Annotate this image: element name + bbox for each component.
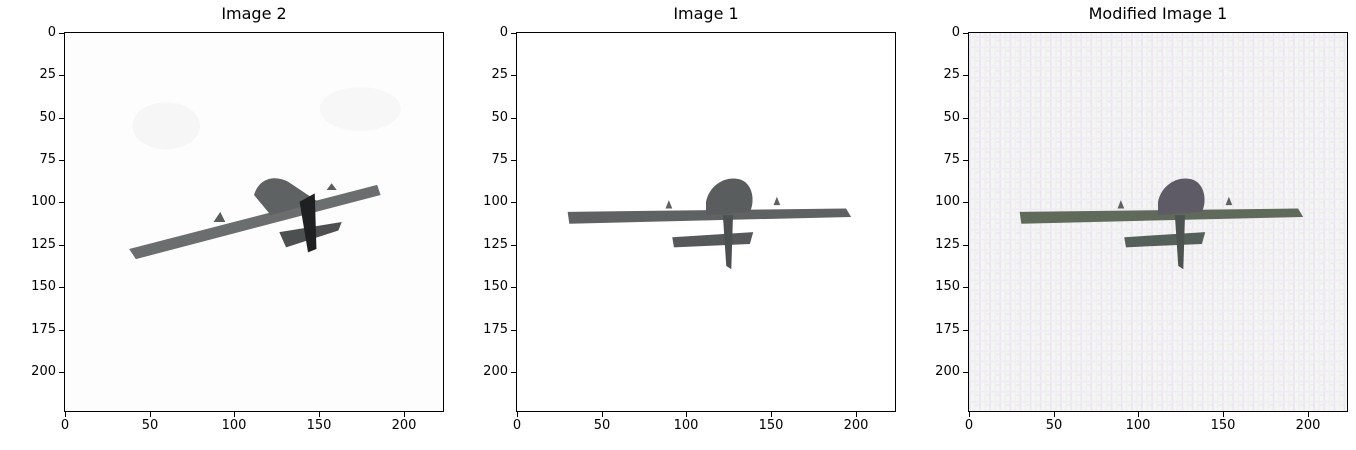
- y-tick: [511, 245, 516, 246]
- y-tick-label: 50: [39, 110, 56, 125]
- y-tick-label: 0: [499, 25, 508, 40]
- x-tick-label: 50: [141, 418, 159, 433]
- x-tick: [234, 412, 235, 417]
- y-tick: [511, 118, 516, 119]
- panel-modified-image-1: Modified Image 1 0 25 50: [906, 0, 1356, 450]
- y-tick-label: 175: [935, 322, 960, 337]
- y-tick-label: 25: [39, 67, 56, 82]
- image-axes: [516, 32, 896, 412]
- y-tick-label: 175: [483, 322, 508, 337]
- x-tick: [771, 412, 772, 417]
- x-tick: [319, 412, 320, 417]
- x-tick: [517, 412, 518, 417]
- x-tick: [1054, 412, 1055, 417]
- y-tick: [963, 287, 968, 288]
- x-tick-label: 50: [1045, 418, 1063, 433]
- y-tick-label: 150: [483, 279, 508, 294]
- x-tick: [65, 412, 66, 417]
- y-tick: [59, 330, 64, 331]
- y-tick: [59, 372, 64, 373]
- x-tick-label: 200: [843, 418, 869, 433]
- image-axes: [64, 32, 444, 412]
- y-tick-label: 125: [31, 237, 56, 252]
- y-tick: [511, 287, 516, 288]
- y-tick: [59, 160, 64, 161]
- y-tick-label: 100: [483, 194, 508, 209]
- x-tick: [969, 412, 970, 417]
- y-tick-label: 100: [935, 194, 960, 209]
- y-tick: [511, 202, 516, 203]
- x-tick: [602, 412, 603, 417]
- y-tick-label: 200: [31, 364, 56, 379]
- y-tick-label: 100: [31, 194, 56, 209]
- y-tick: [511, 330, 516, 331]
- y-tick-label: 0: [951, 25, 960, 40]
- panel-title: Modified Image 1: [1088, 4, 1228, 23]
- y-tick-label: 75: [943, 152, 960, 167]
- x-tick: [1138, 412, 1139, 417]
- x-tick-label: 100: [673, 418, 699, 433]
- y-tick: [963, 160, 968, 161]
- x-tick: [150, 412, 151, 417]
- y-tick: [59, 75, 64, 76]
- y-tick: [963, 118, 968, 119]
- x-tick-label: 150: [306, 418, 332, 433]
- airplane-rotated-image: [65, 33, 443, 411]
- y-tick-label: 25: [491, 67, 508, 82]
- x-tick-label: 150: [1210, 418, 1236, 433]
- y-tick: [59, 202, 64, 203]
- panel-title: Image 1: [673, 4, 739, 23]
- x-tick-label: 200: [1295, 418, 1321, 433]
- x-tick: [686, 412, 687, 417]
- x-tick-label: 50: [593, 418, 611, 433]
- y-tick: [963, 33, 968, 34]
- x-tick: [1223, 412, 1224, 417]
- x-tick-label: 150: [758, 418, 784, 433]
- y-tick-label: 175: [31, 322, 56, 337]
- x-tick-label: 0: [60, 418, 70, 433]
- y-tick-label: 125: [935, 237, 960, 252]
- y-tick-label: 150: [935, 279, 960, 294]
- airplane-level-image: [517, 33, 895, 411]
- y-tick: [59, 33, 64, 34]
- y-tick: [59, 118, 64, 119]
- x-tick: [404, 412, 405, 417]
- y-tick: [963, 330, 968, 331]
- y-tick-label: 200: [935, 364, 960, 379]
- x-tick-label: 0: [512, 418, 522, 433]
- y-tick-label: 150: [31, 279, 56, 294]
- x-tick-label: 100: [221, 418, 247, 433]
- x-tick-label: 0: [964, 418, 974, 433]
- y-tick: [963, 372, 968, 373]
- y-tick: [511, 75, 516, 76]
- x-tick: [1308, 412, 1309, 417]
- y-tick: [511, 372, 516, 373]
- y-tick: [963, 202, 968, 203]
- panel-image-1: Image 1 0 25 50 75 100 125 150 175 200 0 50 100 150 2…: [454, 0, 906, 450]
- y-tick-label: 50: [943, 110, 960, 125]
- y-tick-label: 0: [47, 25, 56, 40]
- y-tick-label: 200: [483, 364, 508, 379]
- panel-image-2: Image 2 0 25 50 75 100 125 150 175 200 0 50 100 150 2…: [2, 0, 454, 450]
- x-tick-label: 200: [391, 418, 417, 433]
- panel-title: Image 2: [221, 4, 287, 23]
- y-tick: [59, 245, 64, 246]
- y-tick-label: 75: [39, 152, 56, 167]
- y-tick: [59, 287, 64, 288]
- y-tick-label: 125: [483, 237, 508, 252]
- image-axes: [968, 32, 1348, 412]
- y-tick: [963, 245, 968, 246]
- y-tick-label: 50: [491, 110, 508, 125]
- x-tick: [856, 412, 857, 417]
- y-tick-label: 75: [491, 152, 508, 167]
- x-tick-label: 100: [1125, 418, 1151, 433]
- y-tick: [963, 75, 968, 76]
- y-tick: [511, 33, 516, 34]
- y-tick: [511, 160, 516, 161]
- airplane-level-noisy-image: [969, 33, 1347, 411]
- y-tick-label: 25: [943, 67, 960, 82]
